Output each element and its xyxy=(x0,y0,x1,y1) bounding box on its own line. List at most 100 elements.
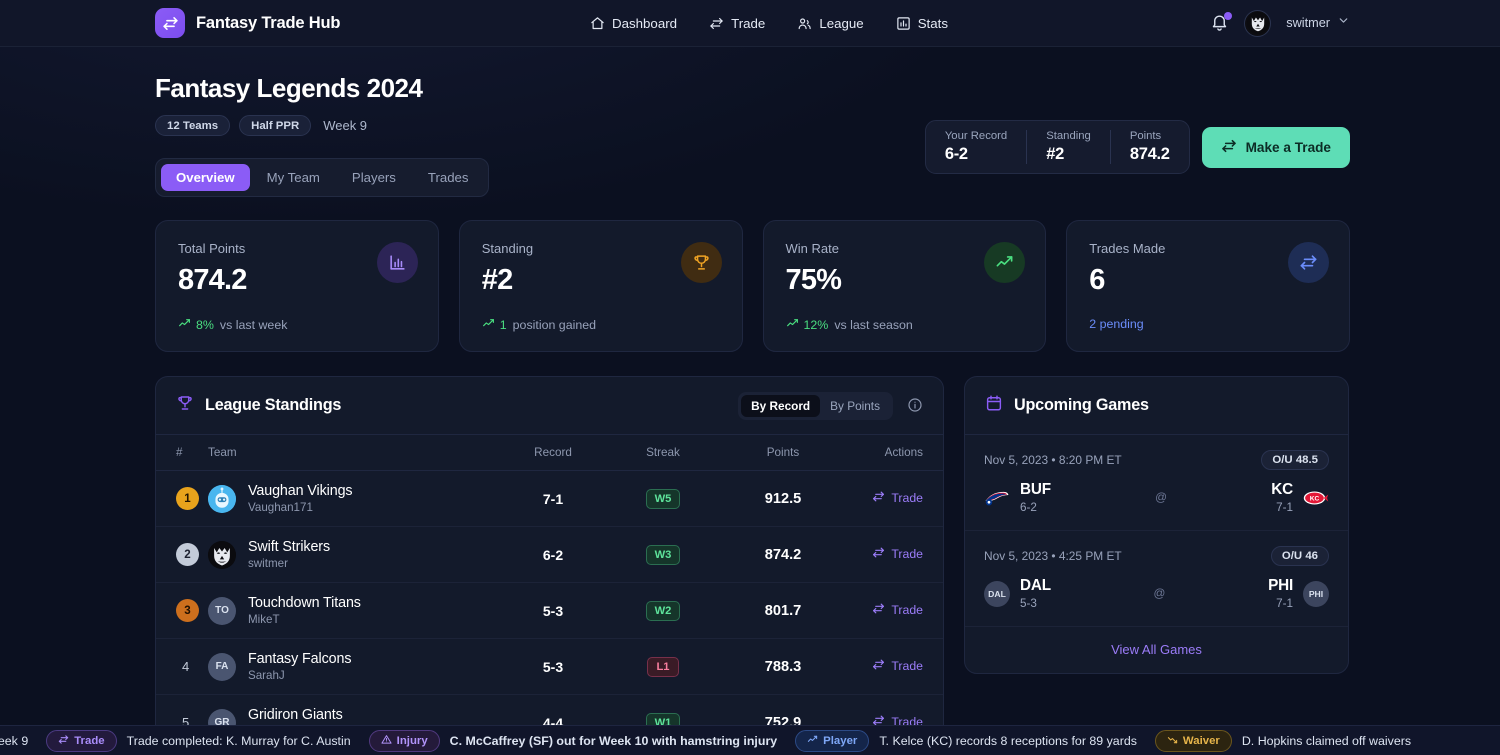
notification-dot xyxy=(1224,12,1233,20)
lower-content: League Standings By Record By Points # T… xyxy=(155,376,1350,752)
record-cell: 5-3 xyxy=(542,658,564,675)
notifications-button[interactable] xyxy=(1210,12,1233,33)
ticker-item[interactable]: Trade Trade completed: K. Murray for C. … xyxy=(46,729,351,752)
initials-logo: DAL xyxy=(984,580,1010,607)
row-trade-label: Trade xyxy=(891,490,923,505)
trade-swap-icon xyxy=(155,8,185,38)
standings-header-row: # Team Record Streak Points Actions xyxy=(156,435,943,471)
streak-cell: W2 xyxy=(608,583,718,639)
away-team: DAL DAL 5-3 xyxy=(984,577,1051,610)
trend-up-icon xyxy=(178,317,191,333)
wolf-mascot-avatar xyxy=(1246,12,1269,34)
standings-title: League Standings xyxy=(176,394,341,417)
stat-card-trades-made: Trades Made 6 2 pending xyxy=(1066,220,1350,352)
info-circle-icon[interactable] xyxy=(907,397,923,418)
league-standings-panel: League Standings By Record By Points # T… xyxy=(155,376,944,752)
upcoming-title-label: Upcoming Games xyxy=(1014,396,1149,414)
actions-cell: Trade xyxy=(848,583,943,639)
row-trade-button[interactable]: Trade xyxy=(872,658,923,674)
stat-footer: 1 position gained xyxy=(482,317,720,333)
ticker-item[interactable]: Waiver D. Hopkins claimed off waivers xyxy=(1154,729,1411,752)
news-ticker[interactable]: 19 yards and 2 TDs in Week 9 Trade Trade… xyxy=(0,725,1500,755)
stat-label: Total Points xyxy=(178,241,246,256)
streak-badge: W5 xyxy=(645,488,681,509)
summary-label: Standing xyxy=(1046,130,1091,142)
actions-cell: Trade xyxy=(848,527,943,583)
nav-item-trade[interactable]: Trade xyxy=(709,16,765,31)
username-label: switmer xyxy=(1286,16,1330,30)
over-under-badge: O/U 48.5 xyxy=(1261,450,1329,470)
view-all-games-link[interactable]: View All Games xyxy=(1111,642,1202,657)
stat-card-standing: Standing #2 1 position gained xyxy=(458,220,743,352)
nav-item-stats[interactable]: Stats xyxy=(896,16,948,31)
avatar[interactable] xyxy=(1244,9,1272,37)
col-streak: Streak xyxy=(608,435,718,471)
team-handle: MikeT xyxy=(248,613,280,626)
tab-overview[interactable]: Overview xyxy=(161,164,250,191)
stat-delta-text: vs last season xyxy=(834,318,913,332)
actions-cell: Trade xyxy=(848,471,943,527)
pending-trades-link[interactable]: 2 pending xyxy=(1089,317,1144,331)
stat-value: #2 xyxy=(481,264,513,296)
calendar-icon xyxy=(985,394,1003,417)
bot-avatar xyxy=(208,484,236,513)
rank-cell: 3 xyxy=(156,583,208,639)
trophy-icon xyxy=(680,242,722,283)
tab-my-team[interactable]: My Team xyxy=(266,170,320,185)
rank-cell: 4 xyxy=(156,639,208,695)
col-team: Team xyxy=(208,435,498,471)
streak-cell: W5 xyxy=(608,471,718,527)
streak-badge: W3 xyxy=(645,544,681,565)
ticker-badge-label: Trade xyxy=(74,734,105,747)
table-row[interactable]: 1 xyxy=(156,471,943,527)
nav-item-dashboard[interactable]: Dashboard xyxy=(590,16,677,31)
table-row[interactable]: 4 FA Fantasy Falcons SarahJ 5-3 xyxy=(156,639,943,695)
rank-badge: 1 xyxy=(176,487,199,510)
table-row[interactable]: 2 xyxy=(156,527,943,583)
stat-footer: 2 pending xyxy=(1089,317,1327,331)
rank-badge: 3 xyxy=(176,599,199,622)
nav-item-league[interactable]: League xyxy=(797,16,864,31)
ticker-item[interactable]: Player T. Kelce (KC) records 8 reception… xyxy=(795,729,1137,752)
sort-by-points-button[interactable]: By Points xyxy=(830,399,880,413)
stat-card-total-points: Total Points 874.2 8% vs last week xyxy=(155,220,439,352)
page-title: Fantasy Legends 2024 xyxy=(155,73,423,103)
stat-value: 874.2 xyxy=(178,264,247,296)
trade-swap-icon xyxy=(872,658,885,674)
row-trade-button[interactable]: Trade xyxy=(872,490,923,506)
trend-up-icon xyxy=(984,242,1026,283)
tab-players[interactable]: Players xyxy=(351,170,396,185)
game-row[interactable]: Nov 5, 2023 • 8:20 PM ET O/U 48.5 xyxy=(965,435,1348,531)
stat-value: 6 xyxy=(1089,264,1105,296)
wolf-mascot-avatar xyxy=(208,540,236,569)
game-row[interactable]: Nov 5, 2023 • 4:25 PM ET O/U 46 DAL DAL … xyxy=(965,531,1348,627)
upcoming-games-panel: Upcoming Games Nov 5, 2023 • 8:20 PM ET … xyxy=(964,376,1349,674)
ticker-text: C. McCaffrey (SF) out for Week 10 with h… xyxy=(449,733,778,748)
row-trade-button[interactable]: Trade xyxy=(872,546,923,562)
sort-by-record-button[interactable]: By Record xyxy=(741,395,821,417)
stat-delta-value: 8% xyxy=(196,318,214,332)
summary-standing: Standing #2 xyxy=(1026,130,1110,164)
row-trade-button[interactable]: Trade xyxy=(872,602,923,618)
home-icon xyxy=(590,16,605,31)
upcoming-header: Upcoming Games xyxy=(965,377,1348,435)
ticker-text: Trade completed: K. Murray for C. Austin xyxy=(126,733,351,748)
summary-value: #2 xyxy=(1046,145,1064,163)
ticker-text: T. Kelce (KC) records 8 receptions for 8… xyxy=(879,733,1137,748)
rank-number: 5 xyxy=(182,714,190,730)
trade-swap-icon xyxy=(872,714,885,730)
initials-avatar: FA xyxy=(208,652,236,681)
ticker-badge-player: Player xyxy=(795,729,870,752)
chevron-down-icon[interactable] xyxy=(1337,14,1350,32)
table-row[interactable]: 3 TO Touchdown Titans MikeT 5-3 xyxy=(156,583,943,639)
col-rank: # xyxy=(156,435,208,471)
team-name: Vaughan Vikings xyxy=(248,483,353,499)
summary-value: 6-2 xyxy=(944,145,968,163)
ticker-item[interactable]: Injury C. McCaffrey (SF) out for Week 10… xyxy=(368,729,778,752)
ticker-item[interactable]: 19 yards and 2 TDs in Week 9 xyxy=(0,734,28,748)
make-a-trade-button[interactable]: Make a Trade xyxy=(1201,126,1350,168)
standings-title-label: League Standings xyxy=(205,396,342,414)
record-cell: 5-3 xyxy=(542,602,564,619)
tab-trades[interactable]: Trades xyxy=(427,170,469,185)
brand[interactable]: Fantasy Trade Hub xyxy=(155,8,340,38)
